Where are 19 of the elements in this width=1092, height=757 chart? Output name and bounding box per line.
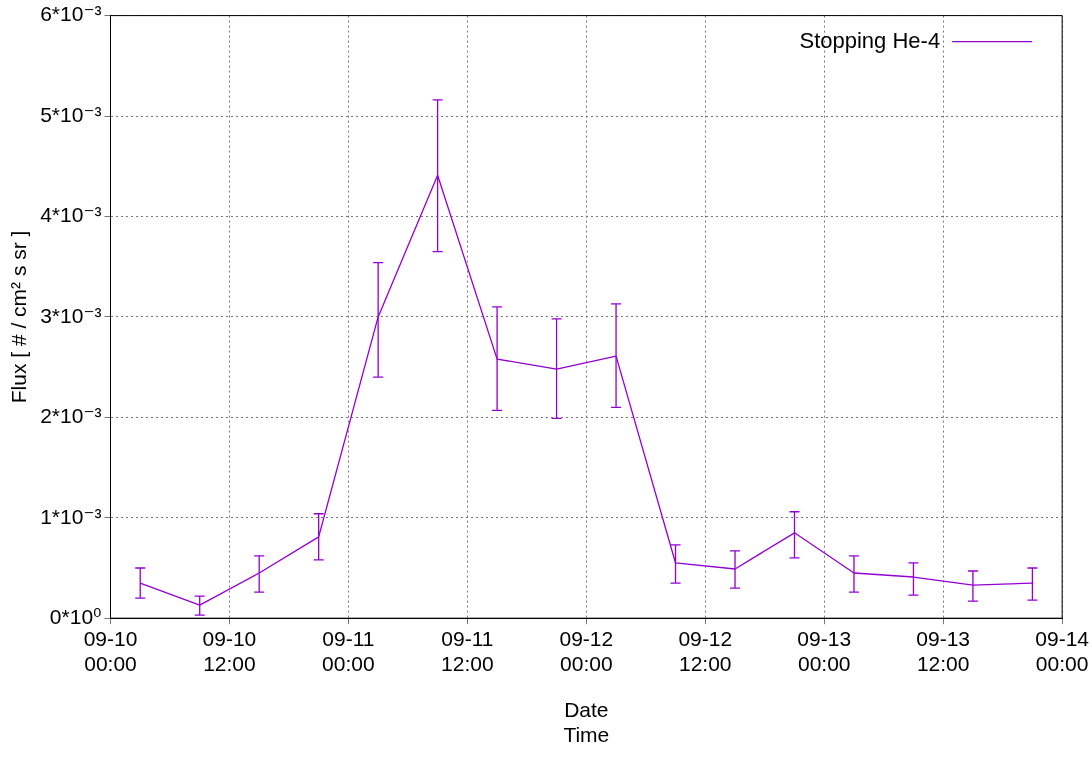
x-tick-label: 09-13 00:00 (797, 626, 852, 675)
x-tick-label: 09-10 00:00 (83, 626, 138, 675)
y-axis-title: Flux [ # / cm² s sr ] (7, 230, 31, 404)
y-tick-label: 0*10⁰ (49, 605, 102, 628)
x-axis-title: Date Time (563, 698, 610, 747)
x-tick-label: 09-11 12:00 (441, 626, 494, 675)
legend-label: Stopping He-4 (799, 27, 941, 53)
y-tick-label: 3*10⁻³ (40, 303, 102, 327)
x-tick-label: 09-11 00:00 (322, 626, 375, 675)
y-tick-label: 4*10⁻³ (40, 203, 102, 227)
x-tick-label: 09-12 12:00 (678, 626, 733, 675)
y-tick-label: 2*10⁻³ (40, 404, 102, 428)
x-tick-label: 09-13 12:00 (916, 626, 971, 675)
x-tick-label: 09-12 00:00 (559, 626, 614, 675)
x-tick-label: 09-14 00:00 (1035, 626, 1090, 675)
y-tick-label: 1*10⁻³ (40, 504, 102, 528)
x-tick-label: 09-10 12:00 (202, 626, 257, 675)
y-tick-label: 6*10⁻³ (40, 2, 102, 26)
y-tick-label: 5*10⁻³ (40, 102, 102, 126)
